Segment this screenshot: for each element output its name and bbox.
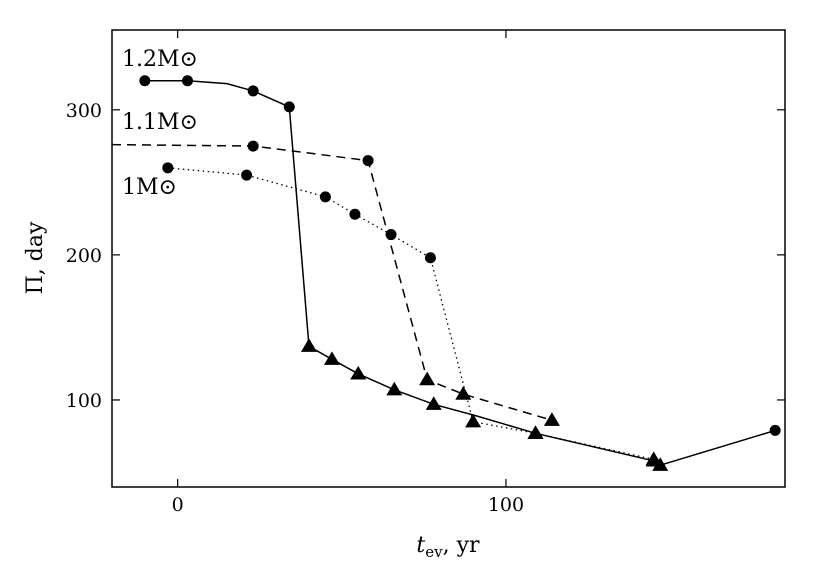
series-0-point-7 [350,365,367,380]
annotation-1msun: 1M⊙ [122,175,177,200]
series-2-point-0 [162,162,174,174]
series-2-point-3 [349,208,361,220]
series-0-point-0 [139,75,151,87]
y-tick-label-200: 200 [66,245,102,267]
series-0-point-3 [247,85,259,97]
series-2-point-6 [465,413,482,428]
series-2 [162,162,662,466]
annotation-1.1msun: 1.1M⊙ [122,110,198,135]
series-2-point-8 [645,451,662,466]
series-1-point-1 [247,140,259,152]
series-0-point-8 [386,381,403,396]
y-tick-label-300: 300 [66,100,102,122]
x-axis-title: tev, yr [416,533,480,561]
series-1-point-2 [362,155,374,167]
series-layer [111,75,781,471]
series-0-point-1 [182,75,194,87]
x-axis-title-sub: ev [425,543,443,561]
y-axis-title: Π, day [23,221,48,294]
series-1-point-3 [419,371,436,386]
series-0-point-14 [769,424,781,436]
series-2-point-1 [241,169,253,181]
series-0-point-4 [283,101,295,113]
series-0-point-5 [300,338,317,352]
series-2-point-4 [385,229,397,241]
series-2-line [167,167,654,461]
series-1-point-4 [455,386,472,400]
series-1-point-5 [543,412,560,426]
x-axis-title-main: t [416,533,425,558]
series-0-point-9 [425,396,442,410]
series-2-point-2 [319,191,331,203]
series-1 [111,140,560,426]
x-tick-label-0: 0 [172,494,184,516]
x-tick-label-100: 100 [488,494,524,516]
x-axis-title-unit: , yr [443,533,480,558]
annotation-1.2msun: 1.2M⊙ [122,47,198,72]
ticks-layer: 0 100 100 200 300 [66,30,785,516]
series-2-point-5 [424,252,436,264]
series-2-point-7 [527,425,544,439]
plot-area [111,29,786,488]
y-tick-label-100: 100 [66,390,102,412]
series-0-point-6 [323,351,340,365]
